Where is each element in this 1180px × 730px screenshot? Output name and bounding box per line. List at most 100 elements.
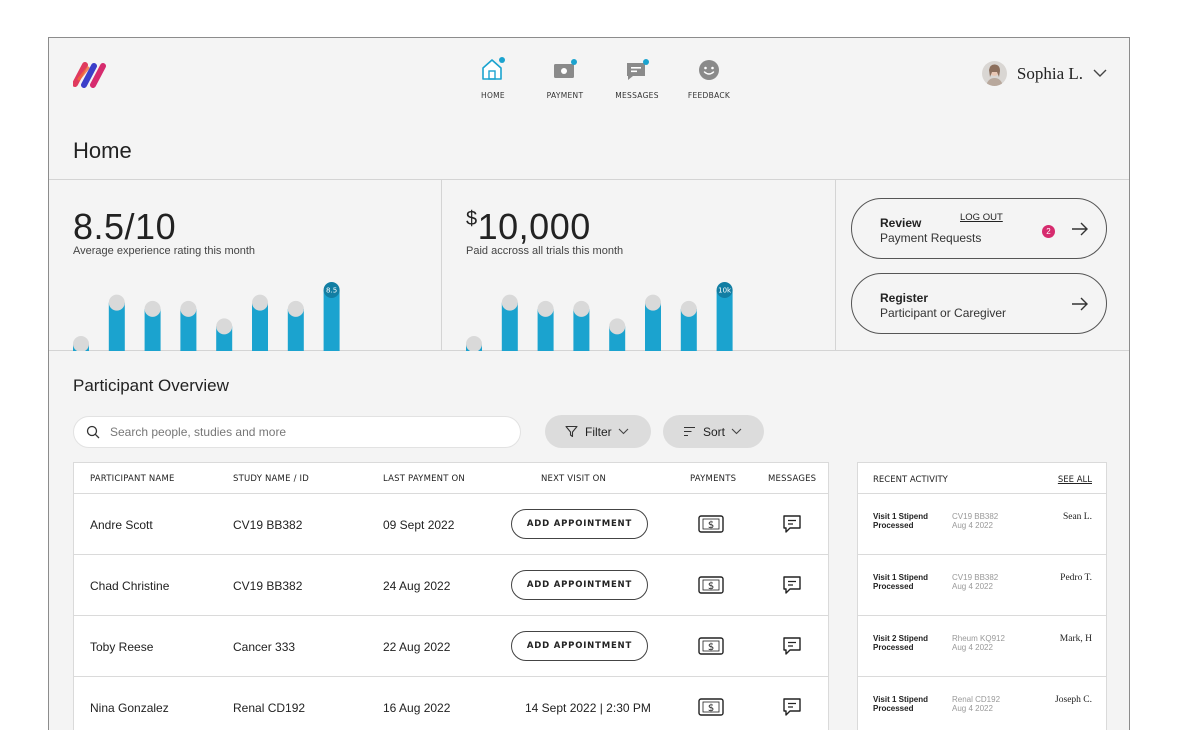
add-appointment-button[interactable]: ADD APPOINTMENT [511, 631, 648, 661]
chart-bar [252, 294, 268, 351]
column-header-messages[interactable]: MESSAGES [768, 474, 817, 484]
payments-caption: Paid accross all trials this month [466, 245, 624, 257]
home-icon [482, 57, 505, 80]
review-subtitle: Payment Requests [880, 231, 982, 245]
column-header-participant[interactable]: PARTICIPANT NAME [90, 474, 175, 484]
activity-item[interactable]: Visit 1 Stipend Processed CV19 BB382 Aug… [858, 555, 1106, 616]
filter-label: Filter [585, 424, 612, 439]
logout-link[interactable]: LOG OUT [960, 212, 1003, 223]
payment-icon[interactable]: $ [698, 515, 724, 533]
avatar [981, 61, 1007, 86]
activity-person: Joseph C. [1055, 695, 1092, 705]
stats-band: 8.5/10 Average experience rating this mo… [49, 179, 1129, 351]
sort-button[interactable]: Sort [663, 415, 764, 448]
add-appointment-button[interactable]: ADD APPOINTMENT [511, 509, 648, 539]
chart-bar [466, 336, 482, 351]
review-payment-requests-button[interactable]: Review Payment Requests LOG OUT 2 [851, 198, 1107, 259]
participant-name-cell[interactable]: Chad Christine [90, 579, 170, 593]
register-participant-button[interactable]: Register Participant or Caregiver [851, 273, 1107, 334]
column-header-study[interactable]: STUDY NAME / ID [233, 474, 309, 484]
activity-event-title: Visit 1 Stipend [873, 512, 928, 521]
nav-feedback[interactable]: FEEDBACK [673, 56, 745, 100]
svg-text:$: $ [708, 520, 714, 531]
chart-bar [680, 300, 697, 351]
nav-messages-label: MESSAGES [615, 91, 659, 100]
table-row[interactable]: Chad Christine CV19 BB382 24 Aug 2022 AD… [74, 555, 828, 616]
payments-value: $10,000 [466, 206, 591, 248]
chart-bar [73, 336, 89, 351]
nav-messages[interactable]: MESSAGES [601, 56, 673, 100]
chart-bar [537, 300, 554, 351]
payment-icon[interactable]: $ [698, 698, 724, 716]
nav-home-label: HOME [481, 91, 505, 100]
participant-name-cell[interactable]: Nina Gonzalez [90, 701, 169, 715]
chart-bar [180, 300, 197, 351]
page-title: Home [73, 138, 132, 163]
activity-item[interactable]: Visit 1 Stipend Processed Renal CD192 Au… [858, 677, 1106, 730]
svg-text:$: $ [708, 642, 714, 653]
last-payment-cell: 22 Aug 2022 [383, 640, 451, 654]
add-appointment-button[interactable]: ADD APPOINTMENT [511, 570, 648, 600]
activity-event-title: Visit 1 Stipend [873, 573, 928, 582]
activity-study: Rheum KQ912 Aug 4 2022 [952, 634, 1005, 652]
nav-home[interactable]: HOME [457, 56, 529, 100]
chevron-down-icon [618, 428, 629, 435]
activity-study-id: CV19 BB382 [952, 573, 999, 582]
column-header-last-payment[interactable]: LAST PAYMENT ON [383, 474, 465, 484]
see-all-link[interactable]: SEE ALL [1057, 475, 1092, 485]
last-payment-cell: 09 Sept 2022 [383, 518, 455, 532]
filter-button[interactable]: Filter [545, 415, 651, 448]
nav-payment-label: PAYMENT [546, 91, 584, 100]
activity-event: Visit 1 Stipend Processed [873, 512, 937, 530]
quick-actions: Review Payment Requests LOG OUT 2 Regist… [851, 198, 1107, 348]
participant-name-cell[interactable]: Toby Reese [90, 640, 154, 654]
payment-icon[interactable]: $ [698, 576, 724, 594]
activity-event: Visit 1 Stipend Processed [873, 695, 937, 713]
column-header-next-visit[interactable]: NEXT VISIT ON [541, 474, 607, 484]
table-row[interactable]: Toby Reese Cancer 333 22 Aug 2022 ADD AP… [74, 616, 828, 677]
rating-value: 8.5/10 [73, 206, 177, 247]
chart-bar [287, 300, 304, 351]
filter-icon [565, 425, 578, 438]
activity-date: Aug 4 2022 [952, 521, 993, 530]
chevron-down-icon [731, 428, 742, 435]
table-row[interactable]: Nina Gonzalez Renal CD192 16 Aug 2022 14… [74, 677, 828, 730]
activity-title: RECENT ACTIVITY [873, 475, 948, 485]
table-row[interactable]: Andre Scott CV19 BB382 09 Sept 2022 ADD … [74, 494, 828, 555]
user-menu[interactable]: Sophia L. [981, 61, 1107, 86]
activity-event-status: Processed [873, 521, 914, 530]
brand-logo[interactable] [73, 62, 109, 88]
rating-bar-chart: 8.5 [73, 282, 340, 351]
message-icon[interactable] [782, 697, 802, 717]
nav-feedback-label: FEEDBACK [687, 91, 731, 100]
chart-data-label: 8.5 [326, 287, 337, 295]
search-input[interactable] [110, 425, 490, 439]
chart-bar [144, 300, 161, 351]
activity-study-id: CV19 BB382 [952, 512, 999, 521]
nav-payment[interactable]: PAYMENT [529, 56, 601, 100]
rating-caption: Average experience rating this month [73, 245, 256, 257]
activity-item[interactable]: Visit 1 Stipend Processed CV19 BB382 Aug… [858, 494, 1106, 555]
app-window: HOME PAYMENT MESSAGES [48, 37, 1130, 730]
activity-date: Aug 4 2022 [952, 643, 993, 652]
feedback-icon [699, 60, 719, 80]
search-bar[interactable] [73, 416, 521, 448]
sort-icon [684, 426, 695, 437]
message-icon[interactable] [782, 636, 802, 656]
user-name: Sophia L. [1016, 63, 1083, 83]
chart-bar [323, 282, 340, 351]
participant-name-cell[interactable]: Andre Scott [90, 518, 153, 532]
payments-bar-chart: 10k [466, 282, 733, 351]
main-nav: HOME PAYMENT MESSAGES [457, 56, 745, 100]
column-header-payments[interactable]: PAYMENTS [690, 474, 737, 484]
activity-study: Renal CD192 Aug 4 2022 [952, 695, 1000, 713]
payment-icon [554, 59, 577, 78]
message-icon[interactable] [782, 575, 802, 595]
avatar-photo-icon [985, 64, 1003, 86]
activity-study: CV19 BB382 Aug 4 2022 [952, 512, 998, 530]
message-icon[interactable] [782, 514, 802, 534]
payment-icon[interactable]: $ [698, 637, 724, 655]
activity-date: Aug 4 2022 [952, 582, 993, 591]
activity-date: Aug 4 2022 [952, 704, 993, 713]
activity-item[interactable]: Visit 2 Stipend Processed Rheum KQ912 Au… [858, 616, 1106, 677]
